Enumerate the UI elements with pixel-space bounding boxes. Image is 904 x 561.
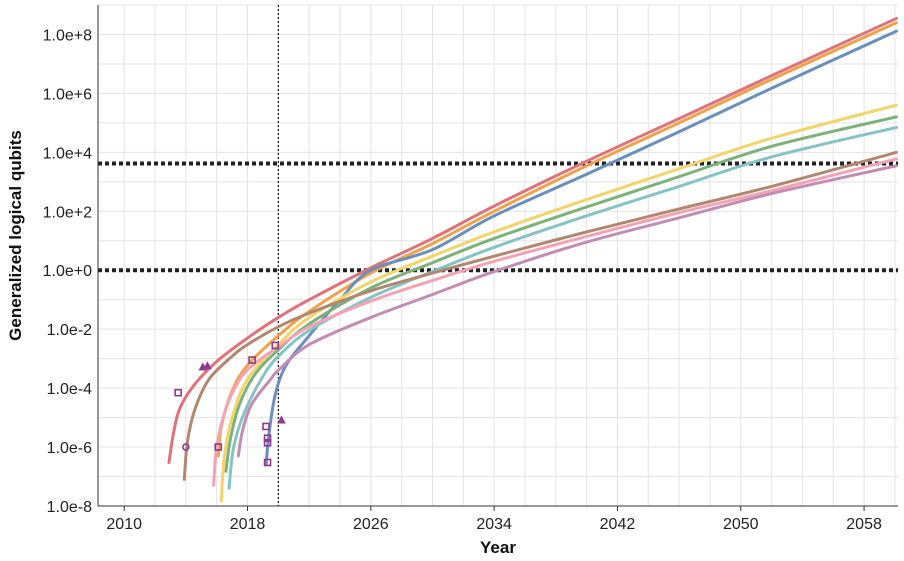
data-markers	[174, 341, 286, 467]
marker-triangle	[203, 361, 212, 370]
marker-square	[263, 458, 272, 467]
marker-triangle	[277, 415, 286, 424]
series-line-6	[227, 125, 898, 490]
marker-circle	[182, 443, 190, 451]
marker-square	[263, 434, 272, 442]
marker-square	[271, 341, 280, 350]
series-line-7	[182, 150, 898, 481]
x-tick-label: 2042	[600, 516, 636, 533]
y-tick-label: 1.0e+6	[43, 86, 92, 103]
y-tick-label: 1.0e-2	[47, 322, 92, 339]
y-axis-title: Generalized logical qubits	[6, 130, 25, 341]
y-tick-label: 1.0e-4	[47, 381, 92, 398]
marker-square	[214, 443, 223, 451]
y-tick-label: 1.0e+2	[43, 204, 92, 221]
x-tick-label: 2018	[230, 516, 266, 533]
series-line-9	[236, 164, 898, 458]
x-tick-label: 2034	[476, 516, 512, 533]
series-lines	[167, 16, 898, 503]
x-tick-label: 2058	[846, 516, 882, 533]
y-tick-label: 1.0e+0	[43, 263, 92, 280]
marker-square	[262, 422, 270, 431]
y-tick-label: 1.0e-6	[47, 440, 92, 457]
y-tick-label: 1.0e-8	[47, 499, 92, 516]
tick-labels: 2010 2018 2026 2034 2042 2050 2058 1.0e-8 1.0e-6…	[43, 27, 882, 533]
x-tick-label: 2010	[106, 516, 142, 533]
marker-square	[174, 388, 182, 397]
series-line-1	[167, 16, 898, 464]
y-tick-label: 1.0e+4	[43, 145, 92, 162]
marker-square	[248, 356, 256, 364]
x-tick-label: 2026	[353, 516, 389, 533]
series-line-4	[219, 103, 898, 503]
series-line-3	[264, 29, 898, 467]
axes	[97, 5, 898, 507]
series-line-8	[212, 157, 898, 487]
marker-square	[263, 438, 272, 447]
x-axis-title: Year	[480, 538, 516, 557]
series-line-5	[224, 115, 898, 473]
y-tick-label: 1.0e+8	[43, 27, 92, 44]
x-tick-label: 2050	[723, 516, 759, 533]
